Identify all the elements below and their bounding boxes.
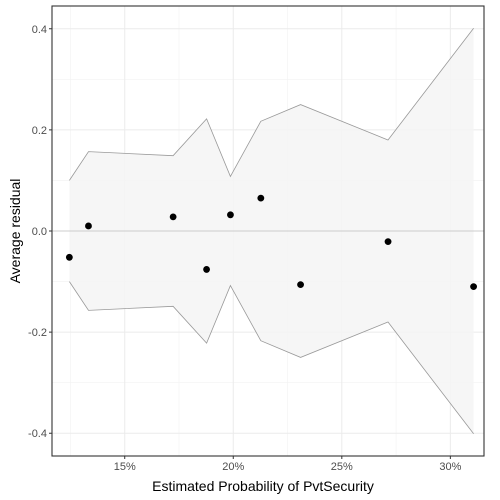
data-point [169,213,177,221]
y-axis: -0.4 -0.2 0.0 0.2 0.4 [28,24,52,440]
data-point [85,222,92,230]
x-tick-label: 25% [331,461,353,473]
x-axis: 15% 20% 25% 30% [114,456,462,473]
upper-bound-line [69,27,474,181]
x-tick-label: 20% [222,461,244,473]
lower-bound-line [69,281,474,435]
data-point [203,266,210,273]
y-tick-label: 0.4 [32,24,47,36]
x-tick-label: 30% [439,461,461,473]
x-tick-label: 15% [114,461,136,473]
y-tick-label: 0.2 [32,125,47,137]
y-axis-title: Average residual [7,179,23,284]
y-tick-label: -0.4 [28,428,47,440]
x-axis-title: Estimated Probability of PvtSecurity [152,478,374,494]
data-point [65,253,73,261]
y-tick-label: -0.2 [28,327,47,339]
plot-panel [51,5,485,457]
y-tick-label: 0.0 [32,226,47,238]
data-point [297,281,304,288]
data-point [384,238,392,246]
data-point [470,283,477,291]
data-point [227,211,234,219]
data-point [257,194,265,202]
